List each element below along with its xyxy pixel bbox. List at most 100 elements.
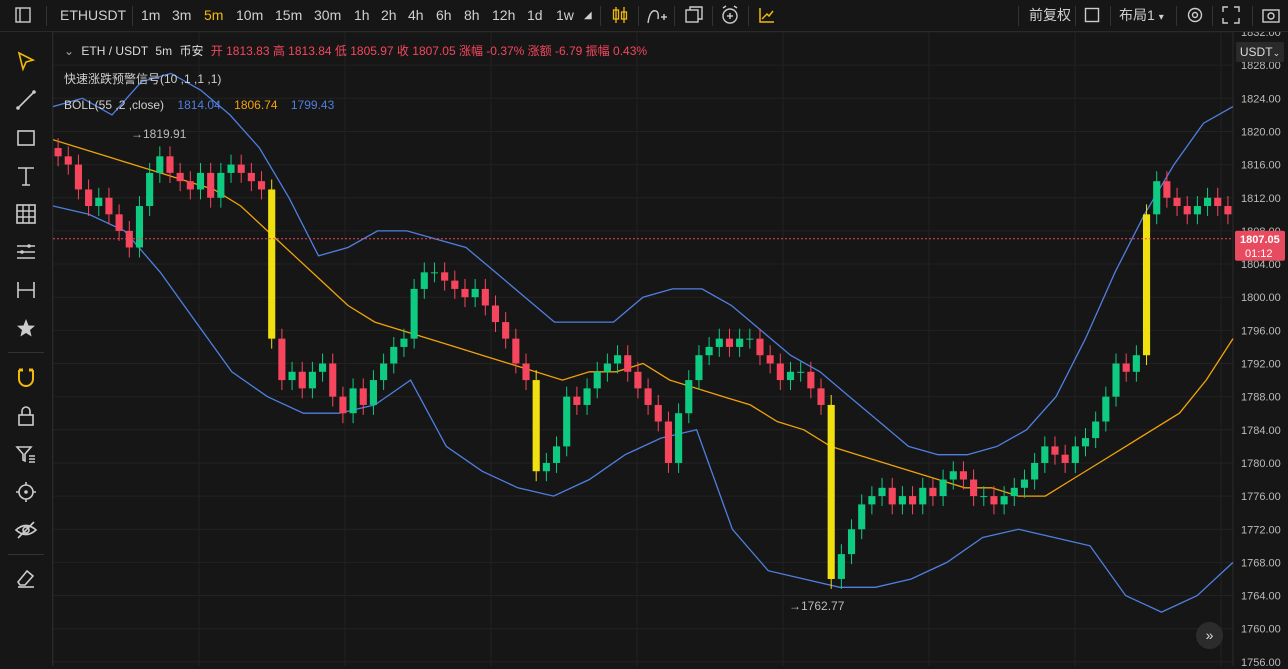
hide-tool[interactable] (14, 518, 38, 542)
target-tool[interactable] (14, 480, 38, 504)
trendline-tool[interactable] (14, 88, 38, 112)
candle-body (542, 462, 550, 472)
candle-body (1173, 197, 1181, 207)
candle-body (756, 338, 764, 356)
candle-body (939, 479, 947, 497)
cursor-tool[interactable] (14, 49, 38, 73)
candle-body (1000, 496, 1008, 505)
filter-tool[interactable] (14, 442, 38, 466)
candle-body (186, 181, 194, 190)
interval-more-icon[interactable]: ◢ (584, 10, 592, 21)
interval-6h[interactable]: 6h (436, 7, 452, 23)
interval-12h[interactable]: 12h (492, 7, 516, 23)
candle-body (349, 388, 357, 414)
rectangle-tool[interactable] (14, 126, 38, 150)
price-chart[interactable]: 1756.00 1760.00 1764.00 1768.00 1772.00 1776.… (52, 27, 1288, 669)
fullscreen-chart-button[interactable] (1084, 0, 1100, 31)
y-tick-label: 1820.00 (1241, 126, 1281, 138)
candle-type-button[interactable] (610, 0, 630, 31)
candle-body (288, 371, 296, 381)
y-tick-label: 1824.00 (1241, 93, 1281, 105)
collapse-caret-icon[interactable]: ⌄ (64, 44, 75, 58)
candle-body (1041, 446, 1049, 463)
interval-10m[interactable]: 10m (236, 7, 264, 23)
candle-body (166, 156, 174, 173)
candle-body (695, 355, 703, 381)
boll-mid-line (52, 139, 1234, 497)
scroll-to-latest-button[interactable]: » (1196, 622, 1223, 649)
camera-icon (1262, 9, 1280, 23)
candle-body (644, 388, 652, 405)
interval-5m[interactable]: 5m (204, 7, 224, 23)
candle-body (766, 355, 774, 364)
gear-icon (1187, 7, 1203, 23)
candle-body (1153, 181, 1161, 215)
legend-boll: BOLL(55 ,2 ,close) 1814.04 1806.74 1799.… (64, 98, 338, 112)
y-tick-label: 1780.00 (1241, 458, 1281, 470)
symbol-selector[interactable]: ETHUSDT (60, 7, 127, 23)
candle-body (420, 272, 428, 289)
interval-15m[interactable]: 15m (275, 7, 303, 23)
layout-selector[interactable]: 布局1 ▾ (1119, 0, 1164, 31)
compare-button[interactable] (684, 0, 704, 31)
candle-body (156, 156, 164, 173)
camera-button[interactable] (1262, 0, 1280, 31)
hamburger-icon (15, 7, 31, 23)
y-tick-label: 1768.00 (1241, 557, 1281, 569)
chevron-down-icon: ⌄ (1272, 48, 1281, 58)
candle-body (837, 554, 845, 579)
lock-tool[interactable] (14, 404, 38, 428)
fib-tool[interactable] (14, 240, 38, 264)
favorite-tool[interactable] (14, 316, 38, 340)
candle-body (54, 148, 62, 157)
candle-body (217, 172, 225, 198)
interval-2h[interactable]: 2h (381, 7, 397, 23)
legend-ohlc: 开 1813.83 高 1813.84 低 1805.97 收 1807.05 … (210, 44, 648, 58)
candle-body (491, 305, 500, 323)
chart-canvas[interactable]: 1756.00 1760.00 1764.00 1768.00 1772.00 1776.… (52, 27, 1288, 669)
candle-body (247, 172, 255, 182)
interval-4h[interactable]: 4h (408, 7, 424, 23)
candle-body (552, 446, 561, 463)
interval-8h[interactable]: 8h (464, 7, 480, 23)
alert-button[interactable] (720, 0, 740, 31)
y-tick-label: 1816.00 (1241, 160, 1281, 172)
candle-body (257, 181, 266, 190)
candle-body (725, 338, 734, 347)
double-chevron-right-icon: » (1205, 627, 1214, 643)
candle-body (1061, 454, 1069, 463)
text-tool[interactable] (14, 164, 38, 188)
interval-3m[interactable]: 3m (172, 7, 192, 23)
interval-30m[interactable]: 30m (314, 7, 342, 23)
candle-body (1204, 197, 1212, 207)
eraser-tool[interactable] (14, 566, 38, 590)
magnet-tool[interactable] (14, 366, 38, 390)
fullscreen-button[interactable] (1222, 0, 1240, 31)
candle-body (1112, 363, 1120, 397)
measure-tool[interactable] (14, 278, 38, 302)
menu-button[interactable] (14, 0, 32, 31)
candle-body (868, 496, 876, 505)
interval-1w[interactable]: 1w (556, 7, 574, 23)
settings-button[interactable] (1186, 0, 1204, 31)
candle-body (1102, 396, 1110, 422)
rectangle-icon (17, 130, 35, 146)
candle-body (339, 396, 347, 414)
candle-body (624, 355, 632, 372)
candle-body (898, 496, 906, 505)
candle-body (380, 363, 388, 381)
currency-selector[interactable]: USDT⌄ (1236, 42, 1284, 62)
indicator-button[interactable] (646, 0, 668, 31)
candle-body (807, 371, 815, 389)
trend-button[interactable] (758, 0, 776, 31)
candle-body (278, 338, 286, 381)
adjust-button[interactable]: 前复权 (1029, 7, 1071, 23)
caret-down-icon: ▾ (1158, 12, 1164, 23)
interval-1h[interactable]: 1h (354, 7, 370, 23)
candle-body (786, 371, 795, 381)
candle-body (888, 487, 896, 505)
candle-body (441, 272, 449, 281)
grid-tool[interactable] (14, 202, 38, 226)
interval-1d[interactable]: 1d (527, 7, 543, 23)
interval-1m[interactable]: 1m (141, 7, 161, 23)
